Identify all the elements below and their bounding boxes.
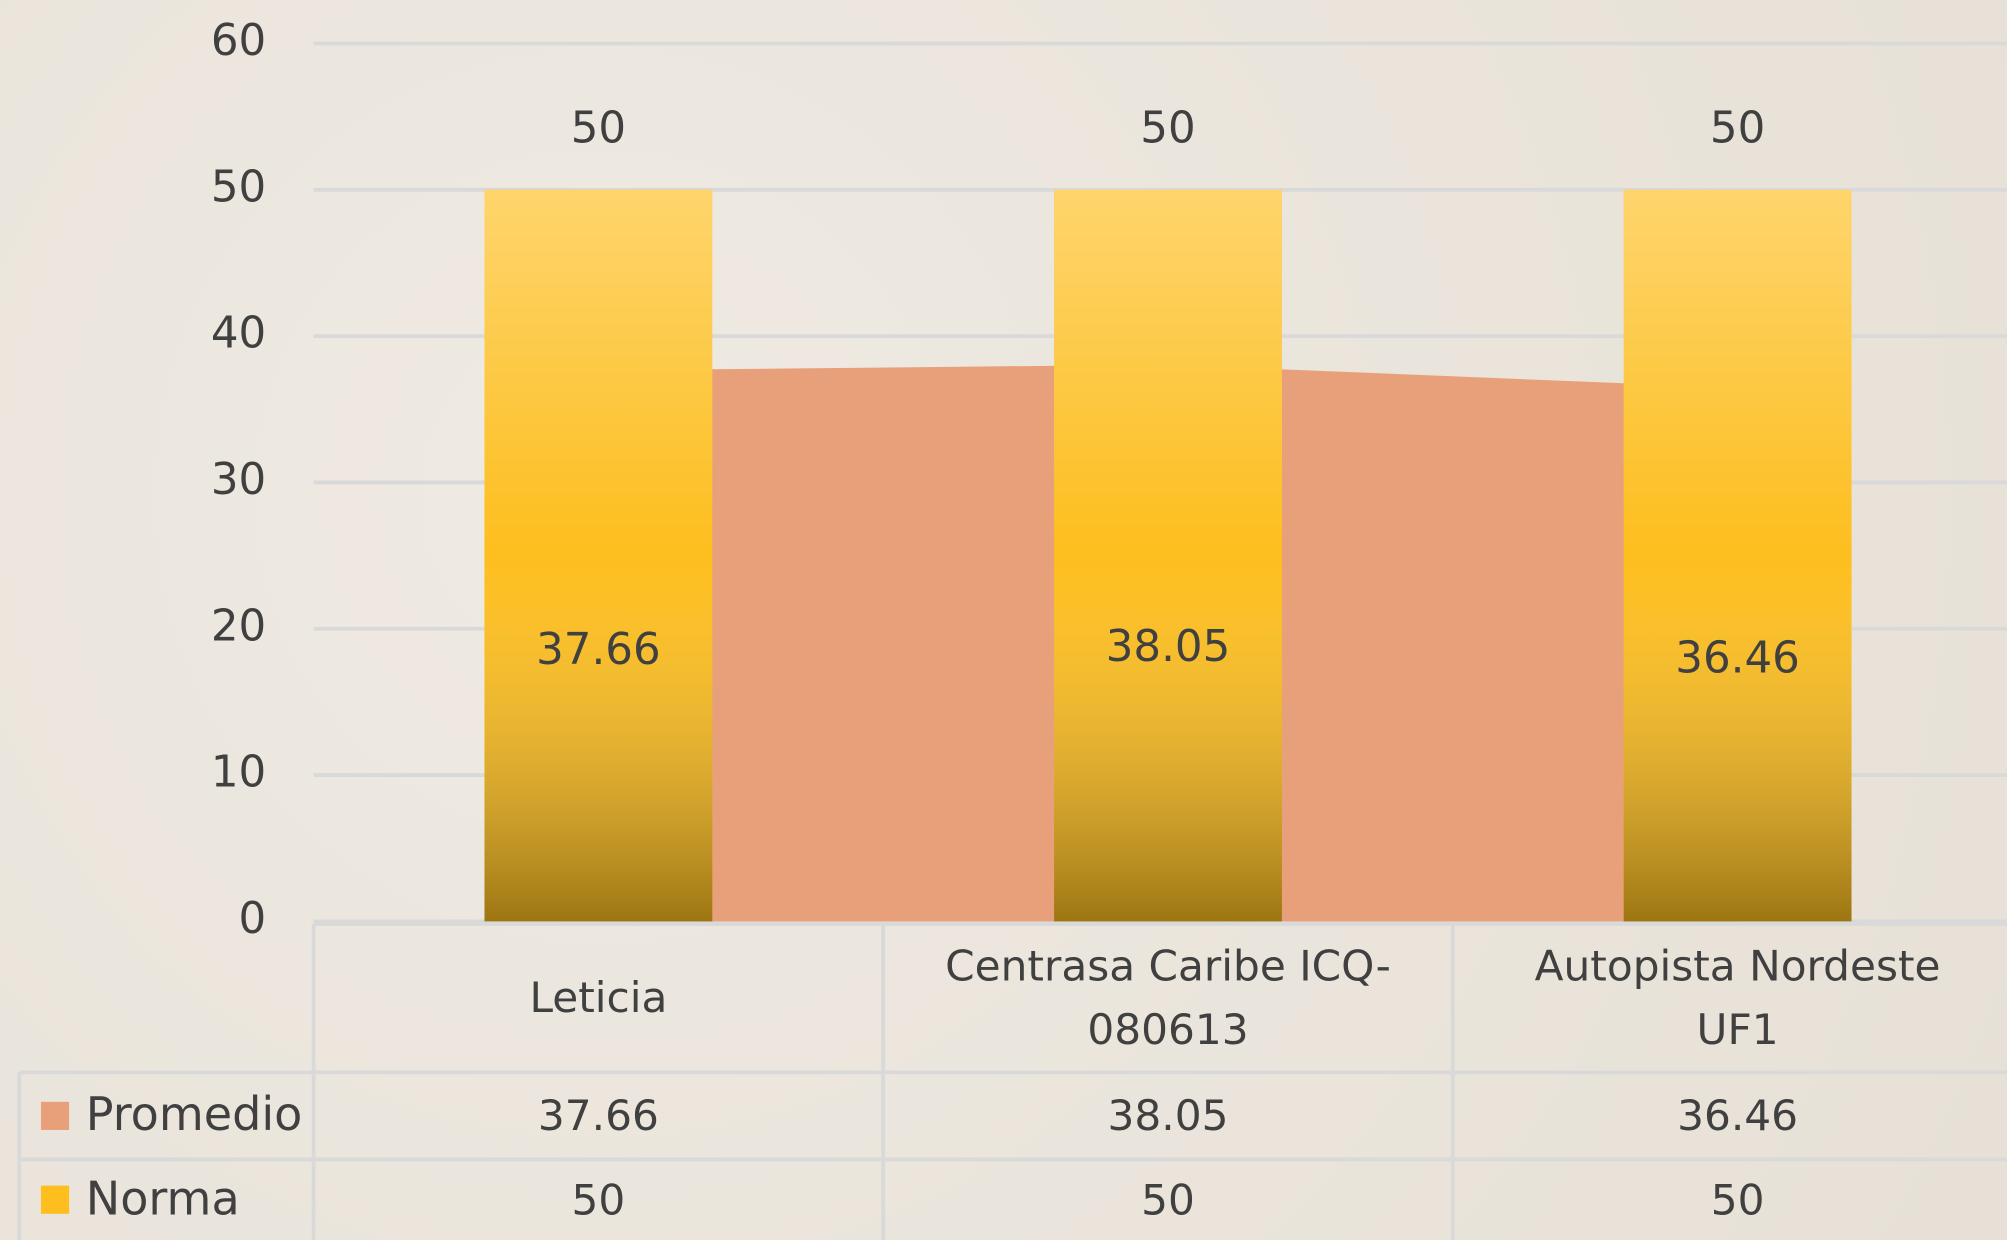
table-value: 50 <box>571 1174 626 1225</box>
data-label: 36.46 <box>1675 634 1800 684</box>
table-value: 50 <box>1710 1174 1765 1225</box>
category-label: Centrasa Caribe ICQ-080613 <box>945 940 1391 1055</box>
data-label: 50 <box>1140 103 1195 153</box>
data-label: 50 <box>571 103 626 153</box>
y-tick-label: 10 <box>211 748 266 798</box>
bar <box>484 189 713 922</box>
bar <box>1623 189 1852 922</box>
legend-label: Promedio <box>85 1089 303 1142</box>
category-label: Leticia <box>529 972 668 1023</box>
data-label: 50 <box>1710 103 1765 153</box>
y-tick-label: 60 <box>211 16 266 66</box>
legend-key <box>40 1185 70 1214</box>
y-tick-label: 50 <box>211 162 266 212</box>
table-value: 50 <box>1141 1174 1195 1225</box>
data-label: 37.66 <box>536 625 661 675</box>
bar <box>1054 189 1282 922</box>
y-tick-label: 0 <box>239 894 267 944</box>
legend-label: Norma <box>85 1172 240 1226</box>
data-label: 38.05 <box>1106 622 1231 672</box>
category-label: Autopista Nordeste UF1 <box>1534 940 1941 1055</box>
y-tick-label: 20 <box>211 601 266 651</box>
y-tick-label: 30 <box>211 455 266 505</box>
table-value: 38.05 <box>1107 1090 1229 1141</box>
table-value: 36.46 <box>1677 1090 1799 1141</box>
table-value: 37.66 <box>537 1090 659 1141</box>
legend-key <box>40 1101 70 1130</box>
y-tick-label: 40 <box>211 309 266 359</box>
